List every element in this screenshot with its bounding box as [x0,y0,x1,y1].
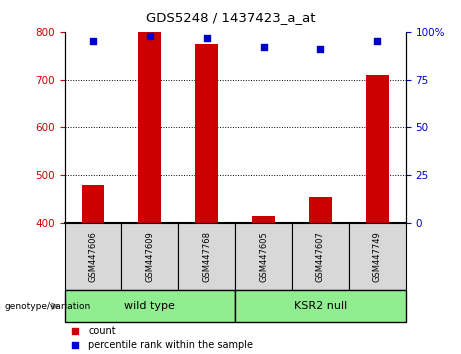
Text: GSM447609: GSM447609 [145,231,154,282]
Text: GSM447606: GSM447606 [89,231,97,282]
Point [317,46,324,52]
Bar [65,223,121,290]
Bar [138,32,161,223]
Point [325,127,332,132]
Text: KSR2 null: KSR2 null [294,301,347,311]
Point [146,33,154,39]
Text: GSM447749: GSM447749 [373,231,382,282]
Bar [195,44,218,223]
Bar [292,223,349,290]
Bar [252,216,275,223]
Text: GSM447607: GSM447607 [316,231,325,282]
Point [373,39,381,44]
Text: genotype/variation: genotype/variation [5,302,91,311]
Bar [366,75,389,223]
Bar [235,223,292,290]
Bar [309,197,332,223]
Bar [121,223,178,290]
Text: percentile rank within the sample: percentile rank within the sample [89,340,254,350]
Bar [65,290,235,322]
Bar [349,223,406,290]
Point [89,39,97,44]
Bar [235,290,406,322]
Point [203,35,210,40]
Text: GSM447768: GSM447768 [202,231,211,282]
Text: count: count [89,326,116,336]
Point [260,44,267,50]
Point [325,254,332,260]
Bar [82,185,104,223]
Bar [178,223,235,290]
Text: wild type: wild type [124,301,175,311]
Text: GSM447605: GSM447605 [259,231,268,282]
Text: GDS5248 / 1437423_a_at: GDS5248 / 1437423_a_at [146,11,315,24]
